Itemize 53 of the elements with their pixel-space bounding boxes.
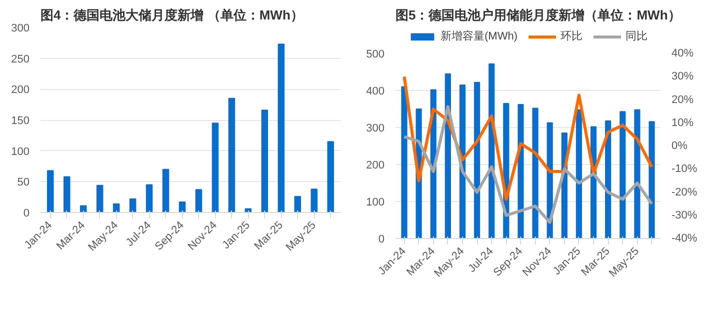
bar <box>261 110 268 212</box>
y-tick-label: 100 <box>366 196 385 208</box>
line-series <box>402 75 654 201</box>
y2-tick-label: 0% <box>672 140 688 152</box>
bar <box>278 44 285 212</box>
bar <box>146 184 153 212</box>
y-tick-label: 300 <box>366 122 385 134</box>
y-tick-label: 300 <box>11 22 30 34</box>
bar <box>129 198 136 212</box>
bar <box>648 121 655 238</box>
y2-tick-label: 20% <box>672 94 694 106</box>
bar <box>310 188 318 212</box>
bar <box>401 86 408 238</box>
y-tick-label: 0 <box>378 234 385 246</box>
y2-tick-label: 40% <box>672 48 694 60</box>
bar <box>178 202 186 212</box>
bar <box>162 168 170 212</box>
bar <box>518 104 524 238</box>
legend-label: 新增容量(MWh) <box>440 29 518 44</box>
y-tick-label: 50 <box>17 176 30 189</box>
y-tick-label: 200 <box>366 160 385 172</box>
y2-tick-label: -40% <box>672 232 698 244</box>
y-tick-label: 400 <box>366 86 385 98</box>
legend-label: 环比 <box>560 30 582 44</box>
y-tick-label: 200 <box>11 84 30 96</box>
bar <box>47 170 54 212</box>
bar <box>294 196 302 212</box>
y-tick-label: 250 <box>11 53 30 66</box>
legend-label: 同比 <box>626 30 648 44</box>
bar <box>228 98 236 212</box>
bar <box>474 82 480 238</box>
bar <box>63 176 70 212</box>
y2-tick-label: 30% <box>672 70 694 83</box>
bar <box>634 109 640 238</box>
y2-tick-label: -30% <box>672 209 698 222</box>
y-tick-label: 500 <box>366 48 385 60</box>
bar <box>195 189 202 212</box>
y2-tick-label: -10% <box>672 163 698 176</box>
chart-title: 图4：德国电池大储月度新增 （单位：MWh） <box>40 8 304 22</box>
y-tick-label: 100 <box>11 146 30 158</box>
y2-tick-label: 10% <box>672 116 694 129</box>
bar <box>96 184 104 212</box>
line-series <box>402 105 654 224</box>
bar <box>212 122 219 212</box>
bar <box>80 205 87 212</box>
bar <box>576 109 582 238</box>
y-tick-label: 150 <box>11 115 30 127</box>
chart-title: 图5：德国电池户用储能月度新增（单位：MWh） <box>396 8 681 22</box>
y-tick-label: 0 <box>23 208 30 220</box>
bar <box>532 108 538 238</box>
y2-tick-label: -20% <box>672 186 698 198</box>
bar <box>327 141 334 212</box>
bar <box>620 111 626 238</box>
